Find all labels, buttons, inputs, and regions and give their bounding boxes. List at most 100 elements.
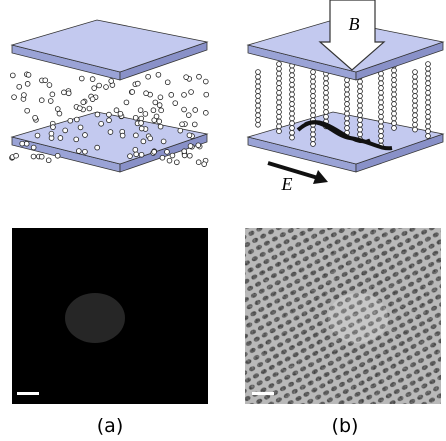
particle: [413, 94, 418, 99]
particle: [180, 122, 185, 127]
particle: [379, 90, 384, 95]
particle: [186, 113, 191, 118]
particle: [413, 122, 418, 127]
particle: [277, 81, 282, 86]
particle: [324, 81, 329, 86]
particle: [138, 108, 143, 113]
particle: [31, 154, 36, 159]
particle: [158, 95, 163, 100]
particle: [392, 78, 397, 83]
particle: [133, 133, 138, 138]
particle: [43, 78, 48, 83]
particle: [157, 103, 162, 108]
particle: [99, 121, 104, 126]
particle: [63, 128, 68, 133]
particle: [55, 153, 60, 158]
particle: [358, 79, 363, 84]
particle: [358, 118, 363, 123]
particle: [256, 118, 261, 123]
particle: [345, 87, 350, 92]
particle: [256, 79, 261, 84]
particle: [324, 90, 329, 95]
particle: [182, 107, 187, 112]
particle: [392, 126, 397, 131]
particle: [311, 108, 316, 113]
particle: [345, 82, 350, 87]
particle: [392, 92, 397, 97]
particle: [392, 87, 397, 92]
particle: [90, 77, 95, 82]
particle: [178, 128, 183, 133]
particle: [379, 138, 384, 143]
particle: [47, 83, 52, 88]
particle: [277, 119, 282, 124]
particle: [392, 121, 397, 126]
particle: [204, 92, 209, 97]
particle: [345, 92, 350, 97]
particle: [426, 90, 431, 95]
particle: [114, 108, 119, 113]
particle: [426, 110, 431, 115]
particle: [118, 111, 123, 116]
particle: [290, 68, 295, 73]
particle: [154, 114, 159, 119]
particle: [426, 76, 431, 81]
particle: [324, 110, 329, 115]
caption: (a): [97, 415, 123, 437]
particle: [135, 81, 140, 86]
particle: [324, 86, 329, 91]
particle: [392, 111, 397, 116]
particle: [426, 134, 431, 139]
particle: [345, 106, 350, 111]
particle: [148, 136, 153, 141]
particle: [379, 119, 384, 124]
particle: [193, 108, 198, 113]
particle: [413, 113, 418, 118]
particle: [290, 116, 295, 121]
particle: [324, 76, 329, 81]
b-label: B: [349, 14, 360, 34]
particle: [92, 86, 97, 91]
particle: [187, 153, 192, 158]
particle: [277, 114, 282, 119]
particle: [68, 118, 73, 123]
particle: [133, 147, 138, 152]
particle: [24, 141, 29, 146]
particle: [202, 162, 207, 167]
particle: [358, 98, 363, 103]
particle: [290, 73, 295, 78]
particle: [426, 95, 431, 100]
particle: [130, 90, 135, 95]
particle: [358, 94, 363, 99]
particle: [379, 110, 384, 115]
particle: [392, 106, 397, 111]
particle: [66, 91, 71, 96]
particle: [192, 122, 197, 127]
particle: [311, 137, 316, 142]
particle: [379, 124, 384, 129]
particle: [311, 98, 316, 103]
particle: [188, 144, 193, 149]
particle: [277, 110, 282, 115]
particle: [379, 81, 384, 86]
particle: [134, 152, 139, 157]
particle: [311, 74, 316, 79]
particle: [39, 98, 44, 103]
particle: [120, 133, 125, 138]
particle: [358, 113, 363, 118]
particle: [90, 97, 95, 102]
particle: [413, 103, 418, 108]
particle: [170, 153, 175, 158]
particle: [153, 100, 158, 105]
particle: [33, 115, 38, 120]
particle: [413, 108, 418, 113]
particle: [256, 108, 261, 113]
particle: [311, 94, 316, 99]
particle: [196, 160, 201, 165]
particle: [49, 131, 54, 136]
particle: [426, 66, 431, 71]
particle: [58, 136, 63, 141]
particle: [158, 124, 163, 129]
particle: [277, 124, 282, 129]
particle: [277, 100, 282, 105]
